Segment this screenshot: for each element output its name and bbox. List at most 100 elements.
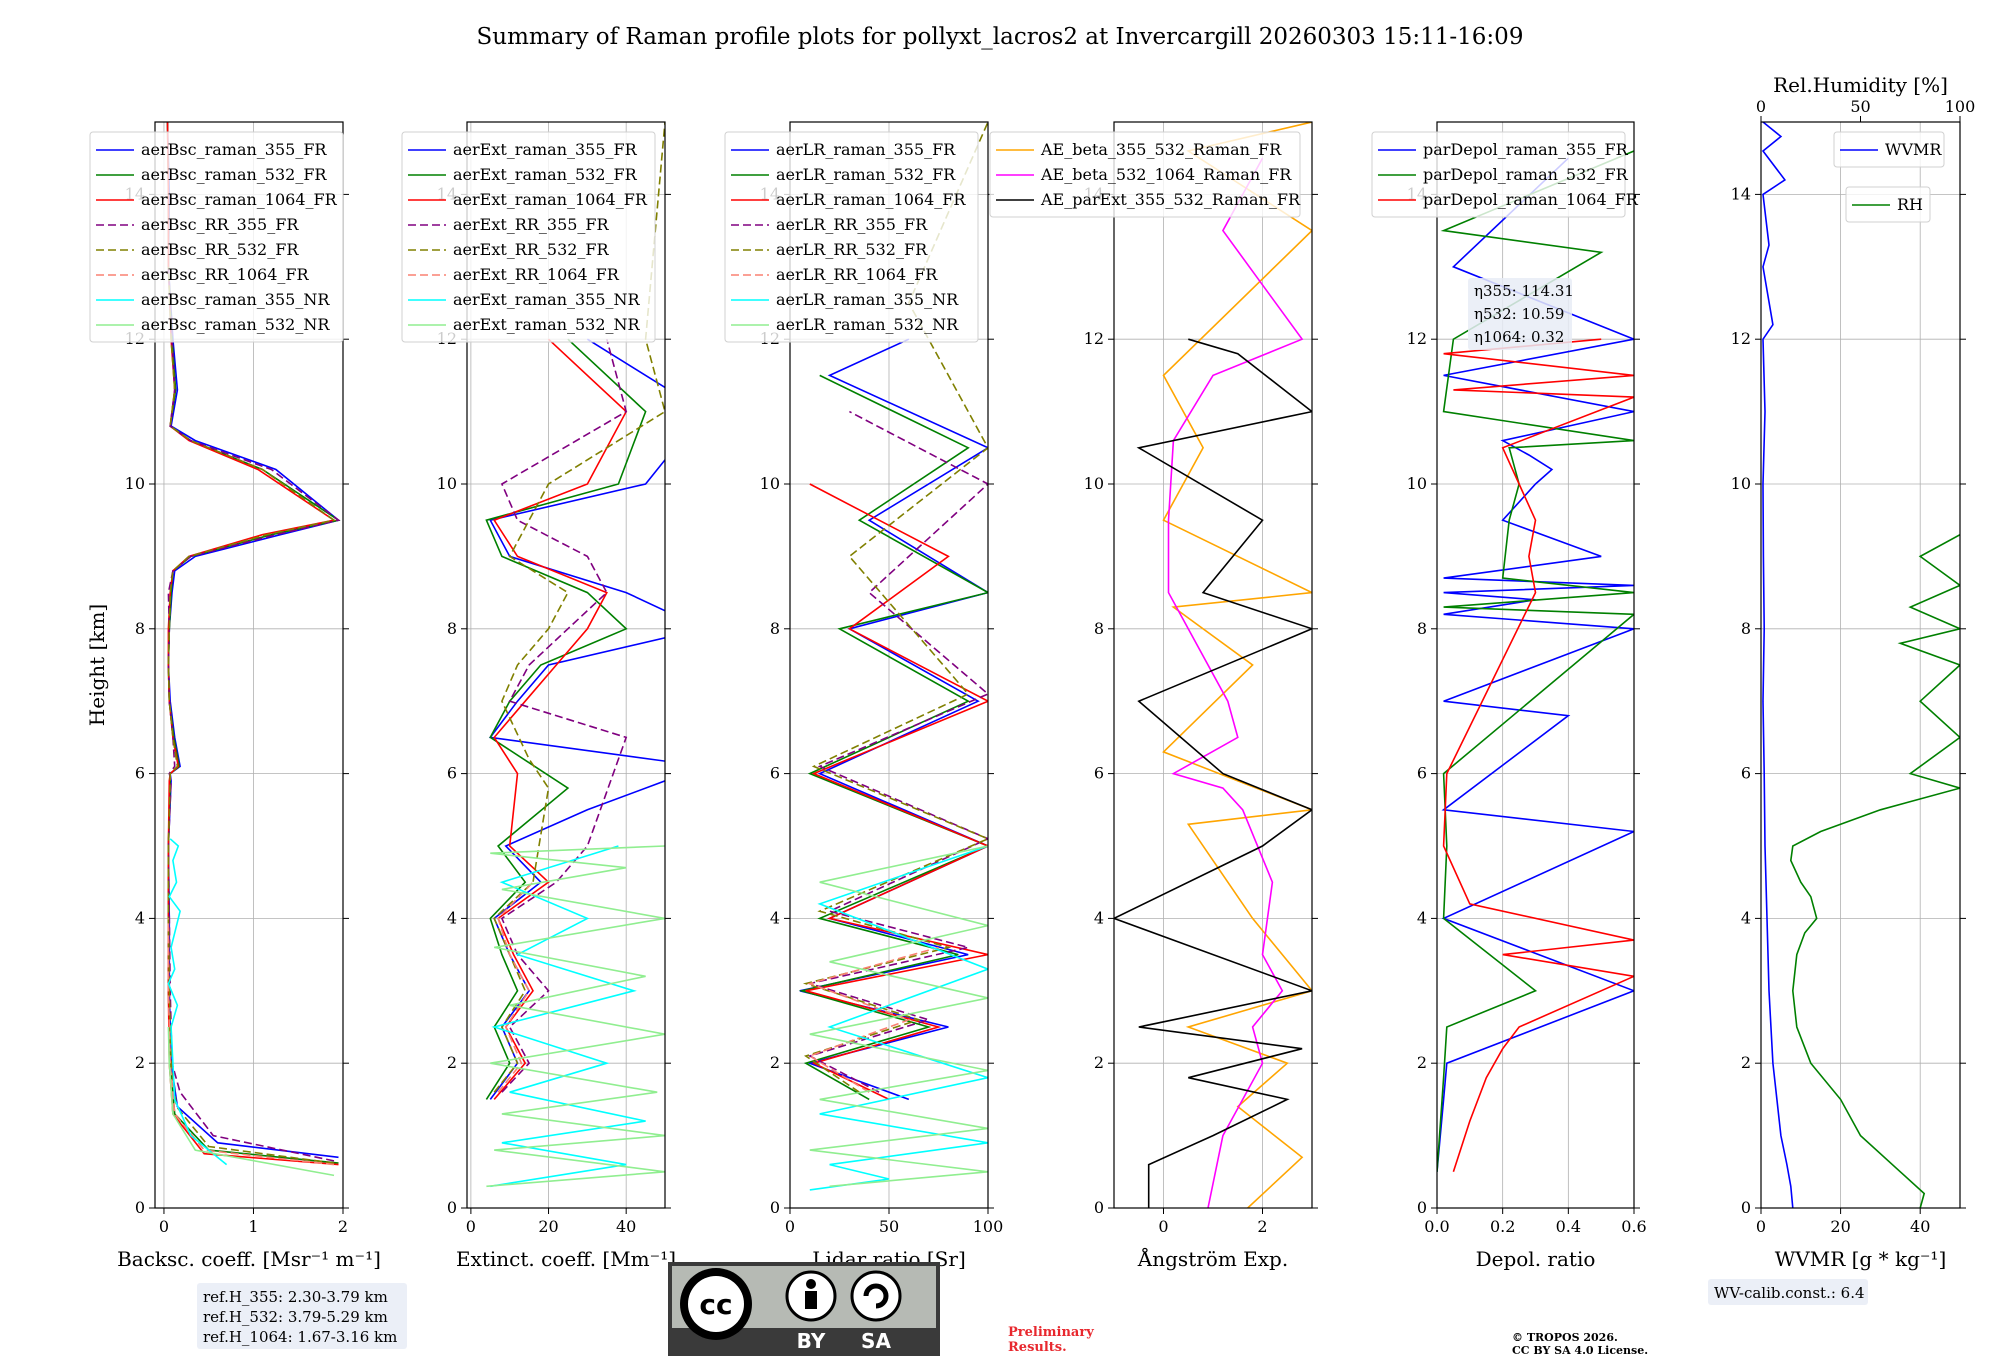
share-alike-arc bbox=[863, 1283, 889, 1309]
x-tick-label: 100 bbox=[973, 1217, 1004, 1236]
legend-entry: aerBsc_RR_1064_FR bbox=[141, 265, 310, 284]
legend-box bbox=[989, 131, 1301, 218]
panel-p4: 0202468101214Ångström Exp.AE_beta_355_53… bbox=[989, 121, 1318, 1271]
cc-by-label: BY bbox=[797, 1329, 826, 1353]
annotation-line: η355: 114.31 bbox=[1474, 282, 1574, 300]
y-tick-label: 0 bbox=[1741, 1198, 1751, 1217]
x-axis-label: Depol. ratio bbox=[1476, 1247, 1596, 1271]
top-tick-label: 0 bbox=[1756, 97, 1766, 116]
legend-entry: aerBsc_raman_532_FR bbox=[141, 165, 327, 184]
legend-entry: WVMR bbox=[1885, 140, 1942, 159]
top-tick-label: 50 bbox=[1850, 97, 1870, 116]
cc-logo-icon bbox=[688, 1276, 744, 1332]
info-box bbox=[197, 1283, 407, 1349]
x-tick-label: 0 bbox=[785, 1217, 795, 1236]
y-axis-label: Height [km] bbox=[85, 604, 109, 726]
wv-calib-box: WV-calib.const.: 6.4 bbox=[1708, 1279, 1868, 1305]
legend-entry: AE_parExt_355_532_Raman_FR bbox=[1040, 190, 1301, 209]
series-line-aerLR_raman_532_NR bbox=[809, 845, 988, 1188]
legend-entry: aerLR_raman_1064_FR bbox=[776, 190, 966, 209]
y-tick-label: 10 bbox=[1084, 474, 1104, 493]
legend-entry: RH bbox=[1897, 195, 1923, 214]
axes-frame bbox=[1113, 121, 1313, 1209]
series-line-aerExt_RR_532_FR bbox=[493, 122, 665, 1093]
annotation-line: η1064: 0.32 bbox=[1474, 328, 1564, 346]
y-tick-label: 2 bbox=[1417, 1053, 1427, 1072]
x-tick-label: 0 bbox=[1756, 1217, 1766, 1236]
legend-entry: AE_beta_532_1064_Raman_FR bbox=[1040, 165, 1292, 184]
y-tick-label: 14 bbox=[1731, 184, 1751, 203]
legend-entry: aerLR_raman_355_NR bbox=[776, 290, 959, 309]
y-tick-label: 8 bbox=[447, 619, 457, 638]
y-tick-label: 0 bbox=[1094, 1198, 1104, 1217]
top-axis-label: Rel.Humidity [%] bbox=[1773, 73, 1948, 97]
y-tick-label: 6 bbox=[1094, 764, 1104, 783]
legend-entry: aerExt_RR_355_FR bbox=[453, 215, 610, 234]
series-line-WVMR bbox=[1761, 122, 1794, 1208]
x-tick-label: 0 bbox=[159, 1217, 169, 1236]
panel-p5: 0.00.20.40.602468101214Depol. ratioparDe… bbox=[1371, 121, 1647, 1271]
series-group bbox=[1114, 122, 1312, 1208]
axes-frame bbox=[1760, 121, 1961, 1209]
legend-entry: aerBsc_raman_1064_FR bbox=[141, 190, 338, 209]
legend-entry: aerExt_RR_532_FR bbox=[453, 240, 610, 259]
series-group bbox=[798, 122, 988, 1191]
y-tick-label: 10 bbox=[760, 474, 780, 493]
series-line-aerExt_raman_532_FR bbox=[485, 338, 647, 1100]
series-line-aerExt_raman_1064_FR bbox=[492, 338, 628, 1100]
legend-entry: aerExt_raman_355_FR bbox=[453, 140, 638, 159]
series-line-aerBsc_RR_532_FR bbox=[167, 266, 336, 1164]
info-line: ref.H_532: 3.79-5.29 km bbox=[203, 1308, 388, 1326]
y-tick-label: 2 bbox=[135, 1053, 145, 1072]
x-tick-label: 40 bbox=[616, 1217, 636, 1236]
x-axis-label: WVMR [g * kg⁻¹] bbox=[1775, 1247, 1947, 1271]
legend: parDepol_raman_355_FR parDepol_raman_532_… bbox=[1371, 131, 1639, 218]
y-tick-label: 8 bbox=[1417, 619, 1427, 638]
y-tick-label: 12 bbox=[1731, 329, 1751, 348]
panel-p3: 05010002468101214Lidar ratio [Sr]aerLR_r… bbox=[724, 121, 1004, 1271]
legend-entry: aerLR_RR_532_FR bbox=[776, 240, 928, 259]
legend: AE_beta_355_532_Raman_FR AE_beta_532_1064… bbox=[989, 131, 1301, 218]
series-line-parDepol_raman_1064_FR bbox=[1442, 338, 1634, 1173]
legend-box bbox=[401, 131, 656, 343]
legend-entry: parDepol_raman_355_FR bbox=[1423, 140, 1629, 159]
series-line-aerBsc_raman_532_NR bbox=[167, 1026, 335, 1177]
y-tick-label: 10 bbox=[1407, 474, 1427, 493]
legend-entry: aerLR_raman_532_FR bbox=[776, 165, 956, 184]
x-tick-label: 40 bbox=[1910, 1217, 1930, 1236]
y-tick-label: 0 bbox=[135, 1198, 145, 1217]
x-axis-label: Extinct. coeff. [Mm⁻¹] bbox=[456, 1247, 676, 1271]
x-tick-label: 0.4 bbox=[1556, 1217, 1581, 1236]
legend-rh: RH bbox=[1845, 186, 1931, 223]
y-tick-label: 8 bbox=[770, 619, 780, 638]
x-tick-label: 0.6 bbox=[1621, 1217, 1646, 1236]
legend-entry: aerBsc_raman_355_FR bbox=[141, 140, 327, 159]
attribution-icon-head bbox=[806, 1279, 816, 1289]
y-tick-label: 2 bbox=[1094, 1053, 1104, 1072]
legend-box bbox=[1833, 131, 1945, 168]
share-alike-icon bbox=[850, 1270, 902, 1322]
legend-entry: aerLR_raman_355_FR bbox=[776, 140, 956, 159]
series-line-aerBsc_RR_355_FR bbox=[167, 266, 341, 1162]
x-axis-label: Backsc. coeff. [Msr⁻¹ m⁻¹] bbox=[117, 1247, 381, 1271]
panels: 01202468101214Backsc. coeff. [Msr⁻¹ m⁻¹]… bbox=[85, 73, 1975, 1349]
series-line-aerExt_RR_1064_FR bbox=[497, 881, 534, 1093]
series-line-aerLR_RR_1064_FR bbox=[807, 946, 939, 1093]
y-tick-label: 4 bbox=[135, 908, 145, 927]
legend-entry: AE_beta_355_532_Raman_FR bbox=[1040, 140, 1282, 159]
legend-entry: aerLR_RR_1064_FR bbox=[776, 265, 938, 284]
series-line-AE_parExt_355_532_Raman_FR bbox=[1114, 338, 1312, 1208]
wv-calib-text: WV-calib.const.: 6.4 bbox=[1714, 1284, 1865, 1302]
legend-entry: aerExt_raman_1064_FR bbox=[453, 190, 648, 209]
x-tick-label: 0 bbox=[1158, 1217, 1168, 1236]
x-tick-label: 2 bbox=[338, 1217, 348, 1236]
attribution-icon-body bbox=[805, 1291, 817, 1309]
figure-title: Summary of Raman profile plots for polly… bbox=[477, 24, 1524, 50]
info-line: ref.H_355: 2.30-3.79 km bbox=[203, 1288, 388, 1306]
axes-frame bbox=[466, 121, 666, 1209]
x-tick-label: 0.0 bbox=[1424, 1217, 1449, 1236]
y-tick-label: 0 bbox=[1417, 1198, 1427, 1217]
y-tick-label: 2 bbox=[770, 1053, 780, 1072]
reference-height-box: ref.H_355: 2.30-3.79 km ref.H_532: 3.79-5… bbox=[197, 1283, 407, 1349]
annotation-box bbox=[1468, 278, 1572, 350]
